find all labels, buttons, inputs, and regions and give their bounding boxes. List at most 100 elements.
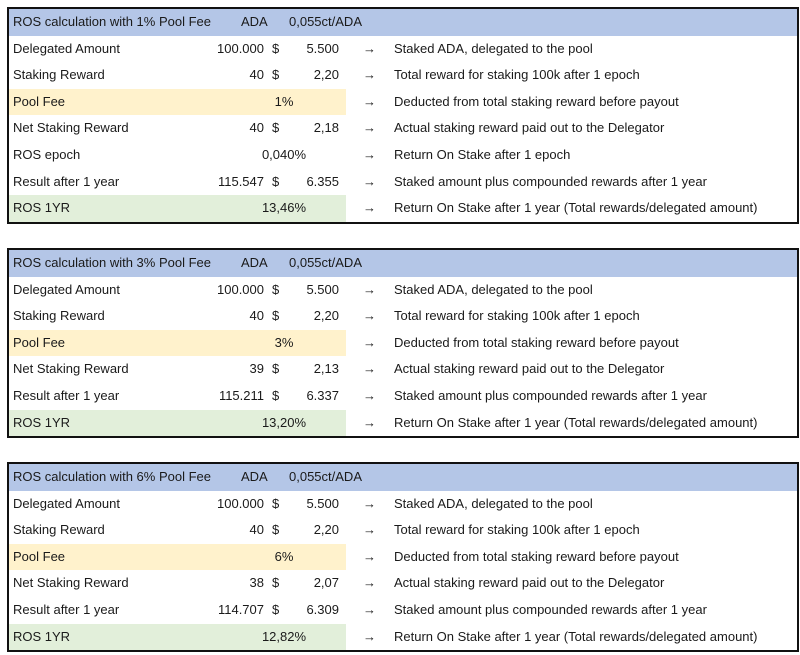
row-description: Actual staking reward paid out to the De… [394, 361, 665, 377]
row-label: Staking Reward [13, 308, 105, 324]
ada-value: 40 [249, 67, 264, 83]
ros-1yr-value: 13,46% [261, 200, 307, 216]
row-label: Pool Fee [13, 334, 66, 350]
table-row-pool-fee: Pool Fee 1% → Deducted from total stakin… [9, 88, 797, 116]
row-description: Return On Stake after 1 year (Total rewa… [394, 414, 758, 430]
arrow-right-icon: → [363, 146, 376, 162]
table-row-delegated-amount: Delegated Amount 100.000 $ 5.500 → Stake… [9, 491, 797, 518]
row-description: Staked ADA, delegated to the pool [394, 40, 593, 56]
arrow-right-icon: → [363, 334, 376, 350]
row-label: Net Staking Reward [13, 120, 129, 136]
dollar-sign: $ [272, 281, 280, 297]
dollar-sign: $ [272, 173, 280, 189]
dollar-sign: $ [272, 495, 280, 511]
arrow-right-icon: → [363, 40, 376, 56]
row-description: Actual staking reward paid out to the De… [394, 120, 665, 136]
row-label: Net Staking Reward [13, 575, 129, 591]
arrow-right-icon: → [363, 200, 376, 216]
usd-value: 6.337 [306, 387, 339, 403]
table-row-pool-fee: Pool Fee 3% → Deducted from total stakin… [9, 329, 797, 357]
usd-value: 2,13 [313, 361, 339, 377]
ada-value: 100.000 [217, 495, 264, 511]
ros-1yr-value: 13,20% [261, 414, 307, 430]
row-label: ROS epoch [13, 146, 81, 162]
arrow-right-icon: → [363, 495, 376, 511]
arrow-right-icon: → [363, 575, 376, 591]
row-description: Deducted from total staking reward befor… [394, 93, 679, 109]
arrow-right-icon: → [363, 361, 376, 377]
usd-value: 5.500 [306, 40, 339, 56]
ros-highlight [9, 409, 346, 437]
pool-fee-value: 3% [274, 334, 294, 350]
ada-value: 100.000 [217, 281, 264, 297]
arrow-right-icon: → [363, 387, 376, 403]
table-title: ROS calculation with 3% Pool Fee [13, 255, 211, 270]
row-label: Delegated Amount [13, 281, 120, 297]
table-row-result-1-year: Result after 1 year 114.707 $ 6.309 → St… [9, 597, 797, 624]
table-header: ROS calculation with 1% Pool Fee ADA 0,0… [9, 9, 797, 36]
table-row-ros-epoch: ROS epoch 0,040% → Return On Stake after… [9, 142, 797, 169]
ada-value: 115.547 [217, 173, 264, 189]
arrow-right-icon: → [363, 414, 376, 430]
table-row-staking-reward: Staking Reward 40 $ 2,20 → Total reward … [9, 517, 797, 544]
row-description: Staked ADA, delegated to the pool [394, 281, 593, 297]
price-label: 0,055ct/ADA [289, 14, 362, 29]
arrow-right-icon: → [363, 548, 376, 564]
currency-label: ADA [241, 469, 268, 484]
row-description: Staked amount plus compounded rewards af… [394, 601, 707, 617]
arrow-right-icon: → [363, 173, 376, 189]
table-title: ROS calculation with 1% Pool Fee [13, 14, 211, 29]
table-row-result-1-year: Result after 1 year 115.547 $ 6.355 → St… [9, 169, 797, 196]
price-label: 0,055ct/ADA [289, 255, 362, 270]
arrow-right-icon: → [363, 601, 376, 617]
row-label: Pool Fee [13, 93, 66, 109]
ada-value: 114.707 [217, 601, 264, 617]
ada-value: 39 [249, 361, 264, 377]
dollar-sign: $ [272, 67, 280, 83]
ada-value: 100.000 [217, 40, 264, 56]
currency-label: ADA [241, 14, 268, 29]
dollar-sign: $ [272, 575, 280, 591]
usd-value: 6.355 [306, 173, 339, 189]
table-row-result-1-year: Result after 1 year 115.211 $ 6.337 → St… [9, 383, 797, 410]
row-description: Deducted from total staking reward befor… [394, 334, 679, 350]
arrow-right-icon: → [363, 93, 376, 109]
row-label: Staking Reward [13, 522, 105, 538]
ros-highlight [9, 623, 346, 651]
usd-value: 2,20 [313, 67, 339, 83]
usd-value: 2,18 [313, 120, 339, 136]
dollar-sign: $ [272, 120, 280, 136]
row-label: Result after 1 year [13, 387, 120, 403]
usd-value: 6.309 [306, 601, 339, 617]
table-title: ROS calculation with 6% Pool Fee [13, 469, 211, 484]
row-description: Actual staking reward paid out to the De… [394, 575, 665, 591]
dollar-sign: $ [272, 601, 280, 617]
ada-value: 38 [249, 575, 264, 591]
row-description: Staked ADA, delegated to the pool [394, 495, 593, 511]
dollar-sign: $ [272, 308, 280, 324]
row-description: Staked amount plus compounded rewards af… [394, 387, 707, 403]
price-label: 0,055ct/ADA [289, 469, 362, 484]
table-row-staking-reward: Staking Reward 40 $ 2,20 → Total reward … [9, 303, 797, 330]
ada-value: 40 [249, 522, 264, 538]
ada-value: 40 [249, 308, 264, 324]
ada-value: 115.211 [218, 387, 264, 403]
dollar-sign: $ [272, 522, 280, 538]
row-description: Total reward for staking 100k after 1 ep… [394, 522, 640, 538]
row-description: Deducted from total staking reward befor… [394, 548, 679, 564]
row-label: Delegated Amount [13, 495, 120, 511]
table-row-net-staking-reward: Net Staking Reward 38 $ 2,07 → Actual st… [9, 570, 797, 597]
table-row-ros-1yr: ROS 1YR 13,20% → Return On Stake after 1… [9, 409, 797, 437]
row-label: Result after 1 year [13, 173, 120, 189]
table-row-delegated-amount: Delegated Amount 100.000 $ 5.500 → Stake… [9, 36, 797, 63]
row-description: Total reward for staking 100k after 1 ep… [394, 308, 640, 324]
row-description: Total reward for staking 100k after 1 ep… [394, 67, 640, 83]
table-row-net-staking-reward: Net Staking Reward 39 $ 2,13 → Actual st… [9, 356, 797, 383]
row-label: ROS 1YR [13, 200, 71, 216]
arrow-right-icon: → [363, 120, 376, 136]
row-label: Net Staking Reward [13, 361, 129, 377]
currency-label: ADA [241, 255, 268, 270]
ros-highlight [9, 195, 346, 222]
pool-fee-value: 1% [274, 93, 294, 109]
pool-fee-value: 6% [274, 548, 294, 564]
